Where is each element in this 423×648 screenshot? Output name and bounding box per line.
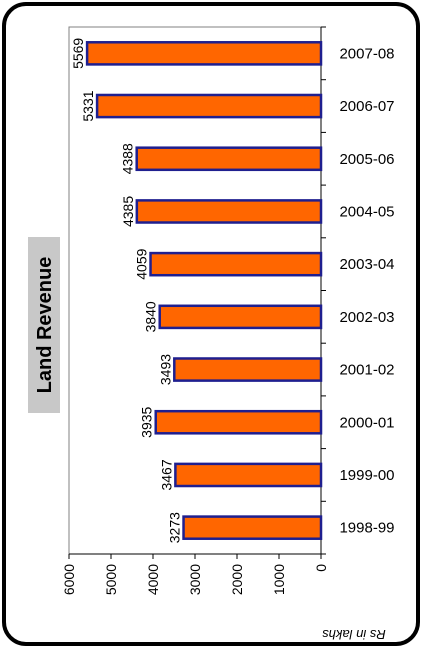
data-label: 3840 (143, 301, 159, 332)
bar (135, 199, 323, 224)
data-label: 5569 (70, 38, 86, 69)
category-axis: 1998-99 1999-00 2000-01 2001-02 2002-03 2003-… (321, 26, 395, 555)
bar (95, 93, 323, 119)
data-label: 3467 (158, 459, 174, 490)
bar (85, 41, 323, 66)
bar (149, 251, 323, 277)
category-label: 2007-08 (339, 45, 394, 62)
value-tick-label: 5000 (103, 564, 119, 595)
category-label: 2006-07 (339, 98, 394, 115)
value-tick-label: 4000 (145, 564, 161, 595)
bar (135, 146, 323, 172)
category-label: 2000-01 (339, 414, 394, 431)
data-label: 4059 (134, 248, 150, 279)
category-label: 2002-03 (339, 309, 394, 326)
title-background (28, 237, 60, 413)
category-label: 1998-99 (339, 520, 394, 537)
data-label: 3935 (139, 406, 155, 437)
bar (173, 357, 323, 382)
data-labels: 3273 3467 3935 3493 3840 4059 4385 4388 5331 5569 (70, 38, 182, 544)
data-label: 3273 (167, 512, 183, 543)
bar (158, 304, 323, 330)
value-tick-label: 6000 (61, 564, 77, 595)
unit-label: Rs in lakhs (322, 627, 386, 642)
category-label: 2001-02 (339, 362, 394, 379)
category-label: 2003-04 (339, 256, 394, 273)
value-tick-label: 0 (313, 564, 329, 572)
data-label: 3493 (157, 354, 173, 385)
chart-title-box: Land Revenue (28, 237, 60, 413)
data-label: 5331 (80, 90, 96, 121)
data-label: 4385 (120, 196, 136, 227)
bars (85, 41, 323, 540)
data-label: 4388 (120, 143, 136, 174)
bar (182, 515, 323, 540)
bar (154, 409, 323, 435)
value-tick-label: 1000 (271, 564, 287, 595)
category-label: 2004-05 (339, 203, 394, 220)
category-label: 2005-06 (339, 151, 394, 168)
bar (174, 462, 323, 488)
value-tick-label: 3000 (187, 564, 203, 595)
value-tick-label: 2000 (229, 564, 245, 595)
chart-title: Land Revenue (34, 257, 56, 394)
category-label: 1999-00 (339, 467, 394, 484)
